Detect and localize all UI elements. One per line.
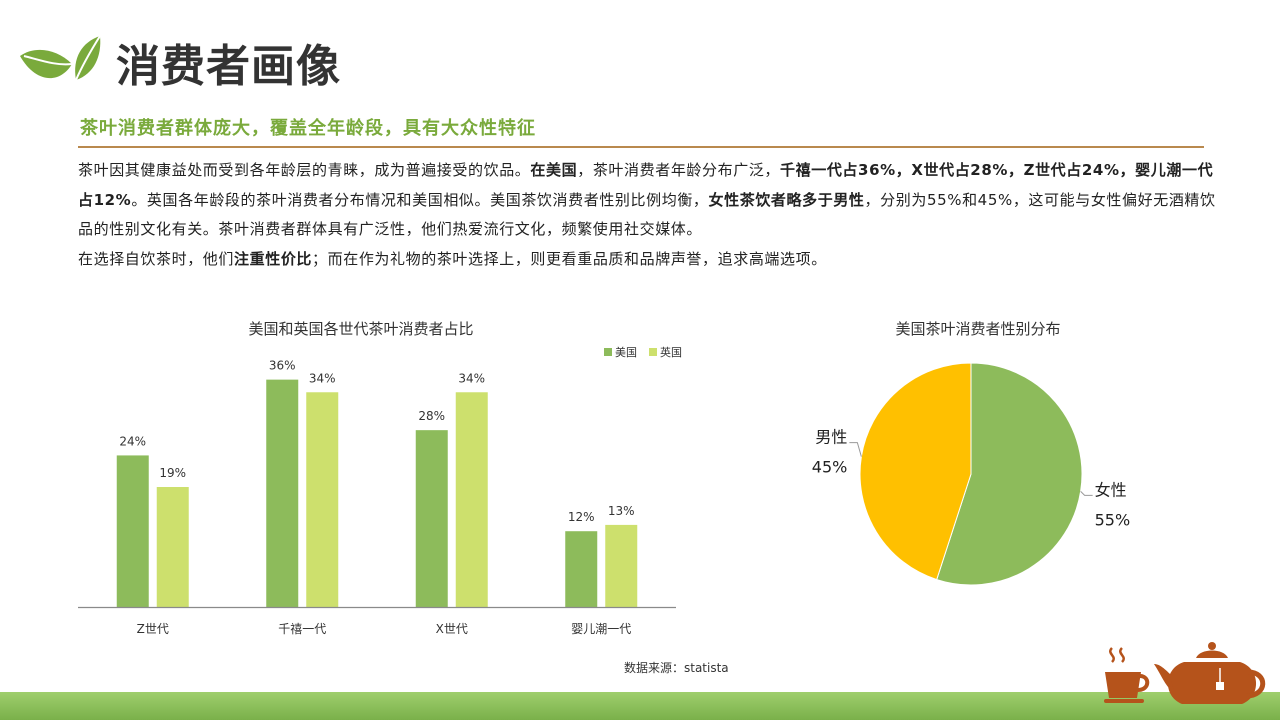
- legend-swatch-1: [649, 348, 657, 356]
- page-subtitle: 茶叶消费者群体庞大，覆盖全年龄段，具有大众性特征: [80, 118, 536, 139]
- leaf-logo-icon: [20, 35, 101, 81]
- body-text-1: 茶叶因其健康益处而受到各年龄层的青睐，成为普遍接受的饮品。: [78, 161, 531, 179]
- bar: [156, 487, 189, 607]
- chart-title: 美国茶叶消费者性别分布: [895, 320, 1060, 338]
- bar-data-label: 36%: [269, 359, 296, 373]
- bar-data-label: 13%: [608, 504, 635, 518]
- bar-data-label: 28%: [418, 409, 445, 423]
- chart-title: 美国和英国各世代茶叶消费者占比: [248, 320, 473, 338]
- legend-label: 英国: [660, 345, 682, 359]
- body-bold-1: 在美国: [530, 161, 578, 179]
- bar: [266, 379, 299, 607]
- leader-line: [1080, 491, 1093, 496]
- x-tick-label: 千禧一代: [278, 622, 326, 636]
- body-text-5: 在选择自饮茶时，他们: [78, 249, 235, 268]
- body-text-6: ；而在作为礼物的茶叶选择上，则更看重品质和品牌声誉，追求高端选项。: [312, 249, 827, 268]
- bar: [455, 392, 488, 607]
- body-text-2: ，茶叶消费者年龄分布广泛，: [577, 161, 781, 179]
- bar-data-label: 12%: [568, 510, 595, 524]
- pie-slice-value: 45%: [812, 458, 848, 477]
- pie-slice-name: 男性: [815, 428, 847, 447]
- bar-data-label: 24%: [119, 434, 146, 448]
- x-tick-label: X世代: [436, 622, 468, 636]
- divider: [78, 146, 1204, 148]
- bar-data-label: 34%: [458, 371, 485, 385]
- bar-data-label: 19%: [159, 466, 186, 480]
- legend-swatch-0: [604, 348, 612, 356]
- bar: [116, 455, 149, 607]
- teapot-and-cup-icon: [1104, 642, 1266, 704]
- bar: [565, 531, 598, 607]
- leader-line: [849, 442, 862, 457]
- pie-slice-name: 女性: [1095, 480, 1127, 499]
- body-bold-3: 女性茶饮者略多于男性: [708, 190, 865, 209]
- x-tick-label: 婴儿潮一代: [571, 621, 631, 636]
- bar-data-label: 34%: [309, 371, 336, 385]
- body-paragraph: 茶叶因其健康益处而受到各年龄层的青睐，成为普遍接受的饮品。在美国，茶叶消费者年龄…: [78, 156, 1218, 274]
- body-text-4: ，分别为55%和45%，这可能与女性偏好无酒精饮品的性别文化有关。茶叶消费者群体…: [78, 190, 1216, 239]
- data-source: 数据来源：statista: [624, 661, 729, 675]
- x-tick-label: Z世代: [137, 622, 169, 636]
- grass-strip: [0, 692, 1280, 720]
- bar: [605, 524, 638, 607]
- pie-slice-value: 55%: [1095, 510, 1131, 529]
- body-text-3: 。英国各年龄段的茶叶消费者分布情况和美国相似。美国茶饮消费者性别比例均衡，: [131, 190, 709, 209]
- pie-slice: [859, 362, 972, 581]
- page-title: 消费者画像: [116, 41, 341, 92]
- legend-label: 美国: [615, 346, 637, 359]
- bar: [306, 392, 339, 607]
- body-bold-4: 注重性价比: [234, 249, 313, 268]
- body-bold-2: 千禧一代占36%，X世代占28%，Z世代占24%，婴儿潮一代占12%: [78, 161, 1214, 209]
- bar: [415, 430, 448, 607]
